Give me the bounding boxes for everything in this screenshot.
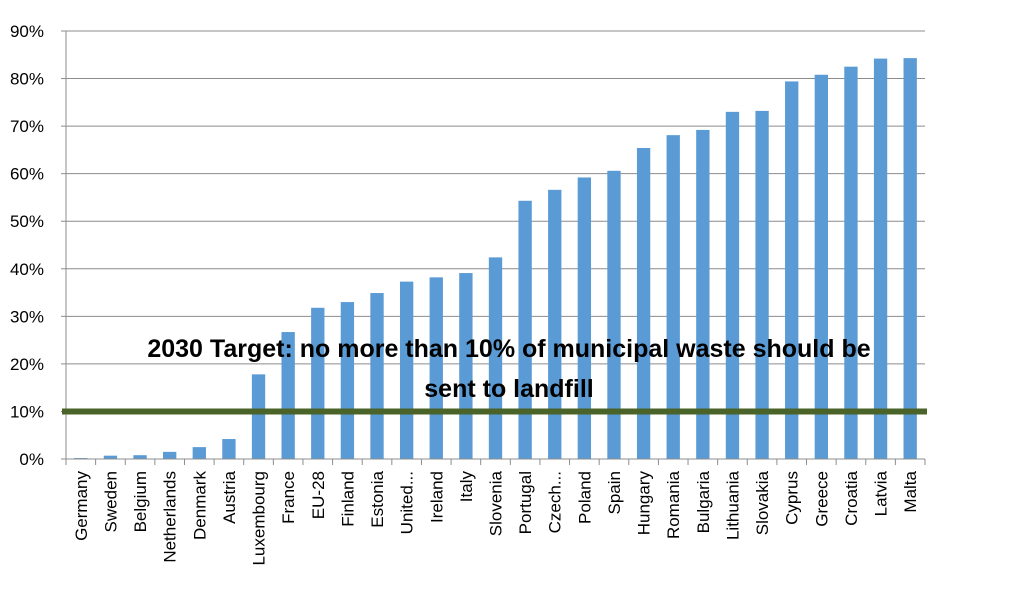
category-label: Slovakia	[753, 470, 772, 535]
category-label: Lithuania	[723, 470, 742, 540]
bar-latvia	[873, 58, 888, 460]
y-axis-ticks: 0% 10% 20% 30% 40% 50% 60% 70% 80% 90%	[10, 22, 66, 469]
y-tick-label: 30%	[10, 307, 44, 326]
bar-luxembourg	[251, 374, 266, 459]
bar-france	[281, 332, 295, 459]
bar-belgium	[133, 455, 147, 459]
bar-greece	[814, 74, 828, 460]
y-tick-label: 10%	[10, 402, 44, 421]
annotation-line-2: sent to landfill	[424, 375, 593, 403]
bar-bulgaria	[696, 129, 710, 459]
category-label: Ireland	[427, 471, 446, 523]
y-tick-label: 20%	[10, 355, 44, 374]
category-label: Hungary	[635, 471, 654, 536]
bar-hungary	[636, 147, 651, 459]
category-label: Slovenia	[487, 470, 506, 536]
gridlines	[66, 30, 925, 412]
category-label: Italy	[457, 471, 476, 503]
category-label: Netherlands	[161, 471, 180, 563]
category-label: Austria	[220, 470, 239, 523]
category-label: Belgium	[131, 471, 150, 532]
bar-netherlands	[163, 451, 177, 459]
category-labels: Germany Sweden Belgium Netherlands Denmark Au…	[72, 470, 920, 565]
bar-finland	[340, 302, 355, 459]
bar-czech	[548, 189, 562, 459]
bar-spain	[607, 170, 621, 459]
bar-united	[399, 281, 414, 459]
bar-lithuania	[725, 111, 740, 459]
bar-ireland	[429, 277, 443, 459]
category-label: Poland	[575, 471, 594, 524]
y-tick-label: 40%	[10, 260, 44, 279]
category-label: Spain	[605, 471, 624, 514]
category-label: Luxembourg	[250, 471, 269, 566]
category-label: Latvia	[872, 470, 891, 516]
bar-malta	[903, 58, 917, 460]
category-label: Estonia	[368, 470, 387, 527]
bar-poland	[577, 177, 592, 459]
category-label: Cyprus	[783, 471, 802, 525]
bar-italy	[459, 273, 473, 459]
bar-eu-28	[311, 307, 325, 459]
bar-slovakia	[755, 110, 769, 459]
category-label: Denmark	[190, 471, 209, 540]
y-tick-label: 50%	[10, 212, 44, 231]
annotation-line-1: 2030 Target: no more than 10% of municip…	[147, 335, 870, 363]
bar-croatia	[844, 66, 858, 460]
bar-austria	[222, 439, 236, 459]
bar-cyprus	[785, 81, 799, 460]
y-tick-label: 90%	[10, 22, 44, 41]
y-tick-label: 70%	[10, 117, 44, 136]
category-label: Croatia	[842, 470, 861, 525]
y-tick-label: 60%	[10, 165, 44, 184]
category-label: Sweden	[101, 471, 120, 532]
category-label: United...	[398, 471, 417, 534]
bar-sweden	[103, 455, 118, 459]
category-label: Bulgaria	[694, 470, 713, 533]
bar-estonia	[370, 293, 384, 459]
bar-portugal	[518, 200, 532, 460]
category-label: Romania	[664, 470, 683, 539]
category-label: Malta	[901, 470, 920, 512]
bars	[74, 58, 917, 460]
category-label: Portugal	[516, 471, 535, 534]
axes	[65, 31, 926, 465]
category-label: Czech...	[546, 471, 565, 533]
category-label: Greece	[812, 471, 831, 527]
y-tick-label: 80%	[10, 70, 44, 89]
y-tick-label: 0%	[19, 450, 44, 469]
category-label: EU-28	[309, 471, 328, 519]
bar-denmark	[192, 447, 206, 459]
category-label: Finland	[338, 471, 357, 527]
bar-romania	[666, 135, 680, 459]
category-label: Germany	[72, 471, 91, 541]
category-label: France	[279, 471, 298, 524]
